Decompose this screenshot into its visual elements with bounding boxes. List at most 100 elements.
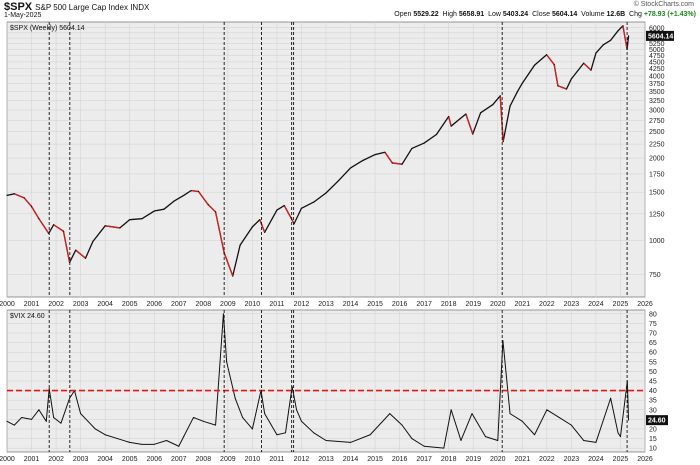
- vix-point: [423, 445, 425, 447]
- spx-point: [516, 91, 519, 93]
- price-y-tick-label: 3000: [649, 107, 665, 114]
- spx-point: [521, 82, 523, 84]
- vix-point: [610, 397, 612, 399]
- vix-point: [485, 436, 486, 438]
- vix-point: [617, 432, 619, 434]
- vix-point: [166, 439, 167, 441]
- x-tick-label-bottom: 2020: [490, 456, 506, 463]
- spx-down-segment: [190, 189, 199, 193]
- spx-point: [349, 167, 352, 169]
- vix-point: [497, 439, 499, 441]
- vix-point: [401, 424, 403, 426]
- spx-down-segment: [197, 191, 209, 206]
- spx-point: [565, 88, 568, 90]
- vix-point: [183, 436, 185, 438]
- vix-point: [558, 416, 560, 418]
- low-value: 5403.24: [502, 11, 529, 18]
- spx-down-segment: [448, 116, 452, 127]
- close-label: Close: [532, 11, 550, 18]
- vix-point: [21, 416, 23, 418]
- spx-point: [264, 231, 266, 233]
- spx-point: [546, 54, 548, 56]
- spx-point: [325, 192, 327, 194]
- exchange: INDX: [130, 3, 150, 12]
- x-tick-label-top: 2001: [24, 301, 40, 308]
- vix-y-tick-label: 40: [649, 388, 657, 395]
- vix-point: [471, 413, 473, 415]
- spx-down-segment: [557, 85, 567, 90]
- vix-point: [45, 420, 47, 422]
- spx-point: [13, 193, 15, 195]
- price-y-tick-label: 1750: [649, 171, 665, 178]
- vix-y-tick-label: 30: [649, 407, 657, 414]
- spx-point: [214, 211, 217, 213]
- spx-down-segment: [622, 25, 628, 50]
- vix-point: [53, 416, 55, 418]
- x-tick-label-bottom: 2003: [73, 456, 89, 463]
- x-tick-label-top: 2020: [490, 301, 506, 308]
- spx-down-segment: [546, 54, 555, 65]
- spx-point: [590, 69, 592, 71]
- vix-y-tick-label: 65: [649, 340, 657, 347]
- x-tick-label-bottom: 2025: [613, 456, 629, 463]
- spx-down-segment: [14, 193, 25, 199]
- vix-point: [521, 420, 523, 422]
- vix-point: [509, 413, 511, 415]
- vix-point: [296, 409, 298, 411]
- close-value: 5604.14: [551, 11, 578, 18]
- x-tick-label-top: 2024: [588, 301, 604, 308]
- price-y-tick-label: 2000: [649, 156, 665, 163]
- spx-point: [104, 225, 106, 227]
- ohlc-readout: Open 5529.22 High 5658.91 Low 5403.24 Cl…: [394, 11, 696, 18]
- price-y-tick-label: 5250: [649, 41, 665, 48]
- price-series-label: $SPX (Weekly) 5604.14: [10, 25, 85, 32]
- vix-point: [31, 418, 33, 420]
- chart-date: 1-May-2025: [4, 12, 42, 19]
- x-tick-label-top: 2022: [539, 301, 555, 308]
- spx-point: [553, 63, 555, 66]
- vix-point: [546, 409, 548, 411]
- spx-point: [499, 95, 501, 97]
- vix-y-tick-label: 15: [649, 436, 657, 443]
- spx-down-segment: [499, 95, 504, 142]
- vix-point: [389, 413, 391, 415]
- vix-panel: 101520253035404550556065707580$VIX 24.60…: [6, 309, 668, 453]
- x-tick-label-top: 2021: [515, 301, 531, 308]
- spx-point: [173, 200, 175, 202]
- spx-point: [23, 197, 25, 199]
- price-y-tick-label: 1250: [649, 211, 665, 218]
- spx-down-segment: [392, 162, 403, 165]
- x-tick-label-top: 2019: [465, 301, 481, 308]
- spx-point: [53, 224, 55, 226]
- vix-point: [251, 428, 253, 430]
- spx-point: [30, 205, 33, 208]
- spx-point: [183, 194, 185, 197]
- x-tick-label-top: 2015: [367, 301, 383, 308]
- price-y-tick-label: 3750: [649, 81, 665, 88]
- vix-point: [583, 439, 585, 441]
- vix-point: [215, 424, 217, 426]
- spx-down-segment: [465, 113, 474, 135]
- vix-point: [460, 439, 462, 441]
- vix-y-tick-label: 75: [649, 321, 657, 328]
- x-tick-label-top: 2013: [318, 301, 334, 308]
- stockcharts-credit[interactable]: © StockCharts.com: [633, 1, 694, 8]
- vix-y-tick-label: 10: [649, 446, 657, 453]
- spx-point: [435, 133, 438, 136]
- vix-point: [104, 434, 106, 436]
- vix-y-tick-label: 35: [649, 398, 657, 405]
- x-tick-label-bottom: 2021: [515, 456, 531, 463]
- x-tick-label-bottom: 2017: [416, 456, 432, 463]
- chg-label: Chg: [629, 11, 642, 18]
- vix-point: [350, 441, 352, 443]
- x-tick-label-top: 2002: [48, 301, 64, 308]
- price-y-tick-label: 2500: [649, 129, 665, 136]
- vix-point: [60, 422, 62, 424]
- price-y-tick-label: 1000: [649, 238, 665, 245]
- x-tick-label-top: 2004: [97, 301, 113, 308]
- x-tick-label-top: 2000: [0, 301, 15, 308]
- x-tick-label-bottom: 2012: [294, 456, 310, 463]
- price-y-tick-label: 3250: [649, 98, 665, 105]
- x-tick-label-bottom: 2002: [48, 456, 64, 463]
- vix-y-tick-label: 60: [649, 350, 657, 357]
